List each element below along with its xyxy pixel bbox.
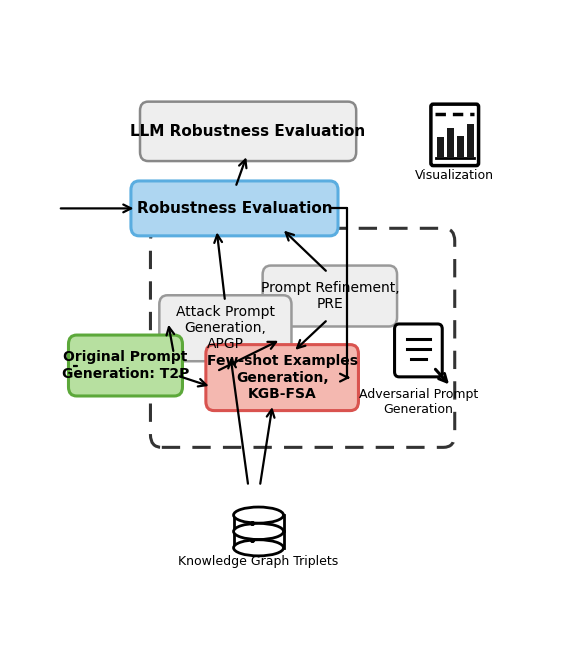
Text: Few-shot Examples
Generation,
KGB-FSA: Few-shot Examples Generation, KGB-FSA [207,354,357,401]
FancyBboxPatch shape [131,181,338,236]
Text: Visualization: Visualization [415,169,494,182]
FancyBboxPatch shape [69,335,182,396]
Text: Prompt Refinement,
PRE: Prompt Refinement, PRE [261,281,399,311]
FancyBboxPatch shape [206,345,359,411]
Bar [466,124,474,157]
FancyBboxPatch shape [431,104,479,165]
Ellipse shape [234,523,284,540]
Text: LLM Robustness Evaluation: LLM Robustness Evaluation [131,124,366,139]
Bar [437,137,444,157]
Bar [234,515,284,532]
FancyBboxPatch shape [263,266,397,326]
Bar [456,136,464,157]
Ellipse shape [234,507,284,523]
FancyBboxPatch shape [140,101,356,161]
Text: Adversarial Prompt
Generation: Adversarial Prompt Generation [359,388,478,416]
Bar [234,532,284,548]
Bar [447,128,454,157]
Ellipse shape [234,540,284,556]
Text: Original Prompt
Generation: T2P: Original Prompt Generation: T2P [62,351,189,381]
Text: Robustness Evaluation: Robustness Evaluation [137,201,332,216]
FancyBboxPatch shape [159,295,291,361]
FancyBboxPatch shape [394,324,442,377]
Text: Attack Prompt
Generation,
APGP: Attack Prompt Generation, APGP [176,305,275,351]
Text: Knowledge Graph Triplets: Knowledge Graph Triplets [178,555,339,568]
